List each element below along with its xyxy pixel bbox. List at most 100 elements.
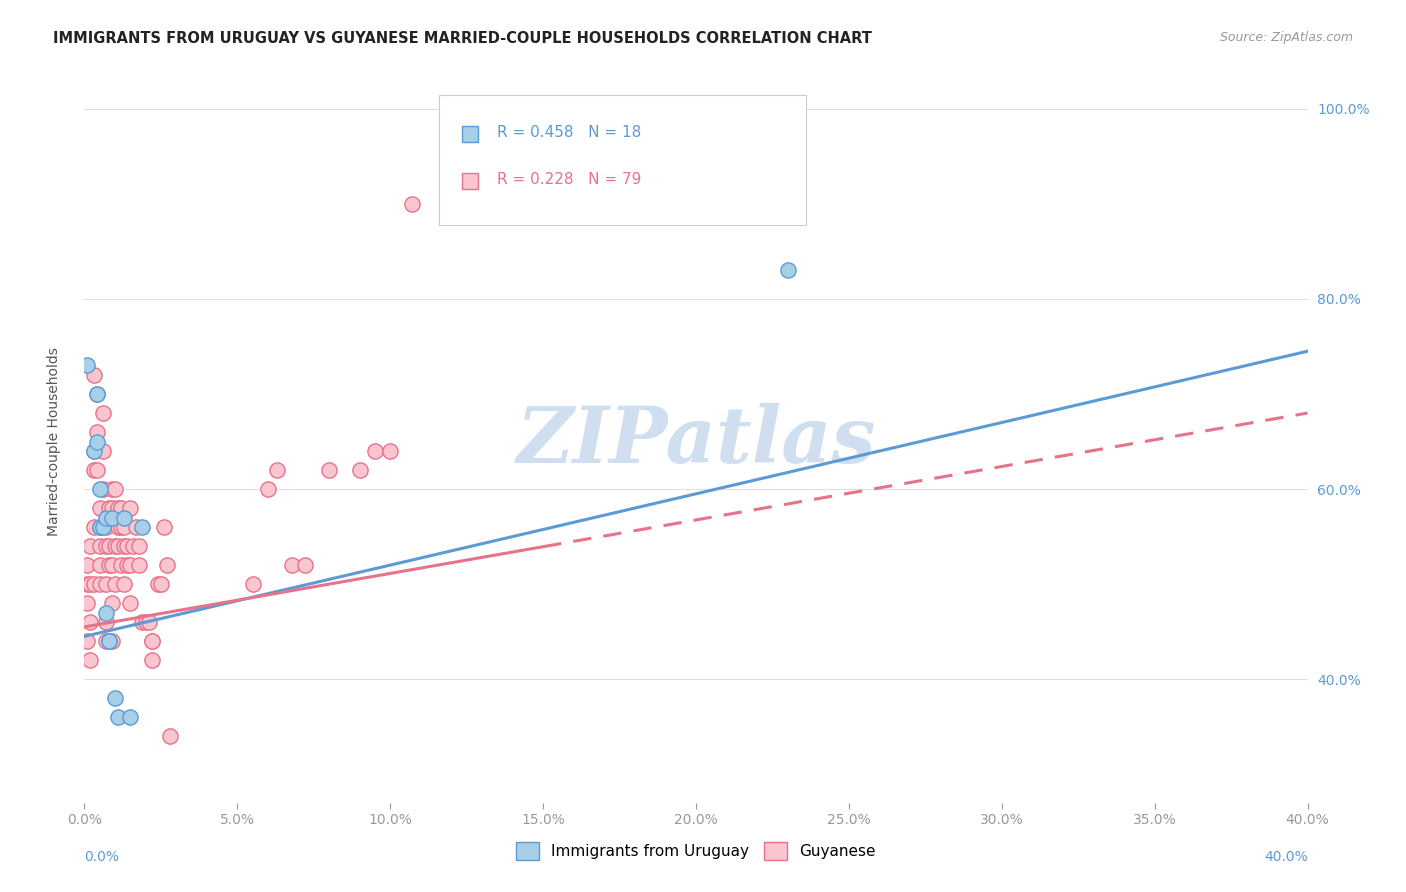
Point bbox=[318, 463, 340, 477]
Point bbox=[89, 520, 111, 534]
Point bbox=[86, 387, 108, 401]
Point bbox=[101, 558, 124, 573]
Text: R = 0.458   N = 18: R = 0.458 N = 18 bbox=[496, 125, 641, 140]
Text: R = 0.228   N = 79: R = 0.228 N = 79 bbox=[496, 172, 641, 186]
Point bbox=[107, 501, 129, 516]
Point bbox=[110, 501, 132, 516]
Point bbox=[110, 558, 132, 573]
Point bbox=[146, 577, 169, 591]
Point bbox=[156, 558, 179, 573]
Point bbox=[89, 501, 111, 516]
Point bbox=[266, 463, 288, 477]
Point bbox=[101, 510, 124, 524]
Point bbox=[89, 482, 111, 496]
Point bbox=[86, 425, 108, 439]
Point bbox=[112, 510, 135, 524]
Point bbox=[104, 539, 127, 553]
Point bbox=[120, 596, 142, 610]
Point bbox=[120, 501, 142, 516]
Point bbox=[128, 558, 150, 573]
Point bbox=[94, 520, 117, 534]
Point bbox=[94, 510, 117, 524]
Point bbox=[101, 596, 124, 610]
Point bbox=[242, 577, 264, 591]
Point bbox=[141, 634, 163, 648]
Point bbox=[125, 520, 148, 534]
Point bbox=[97, 634, 120, 648]
Point bbox=[89, 558, 111, 573]
Point bbox=[76, 359, 98, 373]
Text: Source: ZipAtlas.com: Source: ZipAtlas.com bbox=[1219, 31, 1353, 45]
Point bbox=[79, 577, 101, 591]
Point bbox=[86, 434, 108, 449]
Point bbox=[776, 263, 799, 277]
FancyBboxPatch shape bbox=[439, 95, 806, 225]
Point bbox=[83, 463, 105, 477]
Point bbox=[131, 520, 153, 534]
Point bbox=[91, 520, 114, 534]
Point bbox=[380, 444, 402, 458]
Point bbox=[94, 539, 117, 553]
Point bbox=[112, 577, 135, 591]
Point bbox=[104, 577, 127, 591]
Legend: Immigrants from Uruguay, Guyanese: Immigrants from Uruguay, Guyanese bbox=[516, 841, 876, 860]
Point bbox=[364, 444, 387, 458]
Y-axis label: Married-couple Households: Married-couple Households bbox=[46, 347, 60, 536]
Point bbox=[83, 444, 105, 458]
Point bbox=[83, 444, 105, 458]
Point bbox=[104, 691, 127, 706]
Point bbox=[294, 558, 316, 573]
Point bbox=[79, 539, 101, 553]
Point bbox=[83, 520, 105, 534]
Point bbox=[101, 501, 124, 516]
Point bbox=[91, 444, 114, 458]
Point bbox=[97, 539, 120, 553]
Text: ZIPatlas: ZIPatlas bbox=[516, 403, 876, 480]
Point bbox=[89, 520, 111, 534]
Point bbox=[115, 558, 138, 573]
Point bbox=[112, 520, 135, 534]
Point bbox=[91, 406, 114, 420]
Point bbox=[107, 520, 129, 534]
Point bbox=[76, 577, 98, 591]
Point bbox=[135, 615, 157, 630]
Point bbox=[141, 653, 163, 667]
Point bbox=[141, 634, 163, 648]
Point bbox=[257, 482, 280, 496]
Point bbox=[153, 520, 176, 534]
Point bbox=[86, 387, 108, 401]
Point bbox=[86, 463, 108, 477]
Point bbox=[120, 710, 142, 724]
Point bbox=[94, 634, 117, 648]
Point bbox=[131, 615, 153, 630]
Text: IMMIGRANTS FROM URUGUAY VS GUYANESE MARRIED-COUPLE HOUSEHOLDS CORRELATION CHART: IMMIGRANTS FROM URUGUAY VS GUYANESE MARR… bbox=[53, 31, 872, 46]
Point bbox=[138, 615, 160, 630]
Point bbox=[97, 558, 120, 573]
Point bbox=[76, 558, 98, 573]
Point bbox=[112, 539, 135, 553]
Point bbox=[79, 653, 101, 667]
Point bbox=[76, 634, 98, 648]
Point bbox=[159, 729, 181, 743]
Point bbox=[94, 606, 117, 620]
Text: 0.0%: 0.0% bbox=[84, 850, 120, 863]
Text: 40.0%: 40.0% bbox=[1264, 850, 1308, 863]
Point bbox=[97, 501, 120, 516]
Point bbox=[104, 482, 127, 496]
Point bbox=[281, 558, 304, 573]
Point bbox=[107, 539, 129, 553]
Point bbox=[128, 539, 150, 553]
Point bbox=[79, 615, 101, 630]
Point bbox=[76, 596, 98, 610]
Point bbox=[115, 539, 138, 553]
Point bbox=[349, 463, 371, 477]
Point bbox=[120, 558, 142, 573]
Point bbox=[101, 482, 124, 496]
Point bbox=[107, 710, 129, 724]
Point bbox=[83, 368, 105, 382]
Point bbox=[94, 577, 117, 591]
Point bbox=[89, 577, 111, 591]
Point bbox=[83, 577, 105, 591]
Point bbox=[94, 615, 117, 630]
Point bbox=[89, 539, 111, 553]
